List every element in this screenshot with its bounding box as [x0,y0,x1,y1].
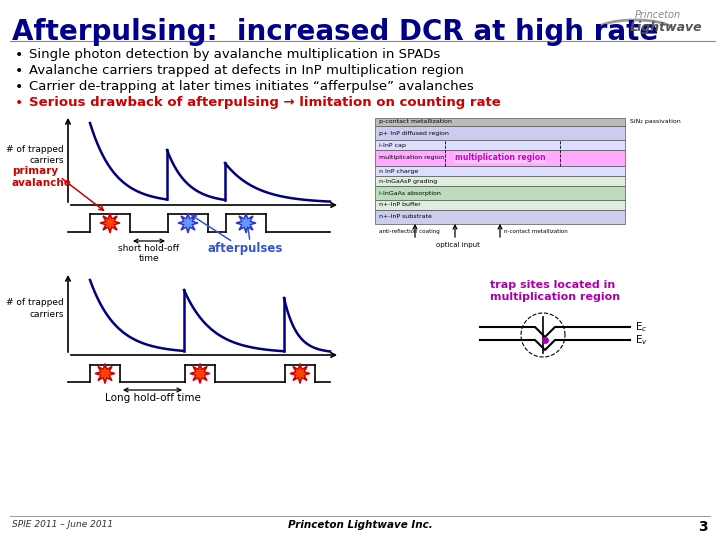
Text: Lightwave: Lightwave [630,21,703,34]
Polygon shape [190,363,210,383]
Text: i-InP cap: i-InP cap [379,143,406,147]
Polygon shape [100,213,120,233]
Bar [375,126,625,140]
Text: n-contact metallization: n-contact metallization [504,229,568,234]
Text: primary
avalanche: primary avalanche [12,166,72,188]
Text: afterpulses: afterpulses [207,242,283,255]
Text: Single photon detection by avalanche multiplication in SPADs: Single photon detection by avalanche mul… [29,48,440,61]
Text: E$_v$: E$_v$ [635,333,648,347]
Polygon shape [236,213,256,233]
Bar [375,166,625,176]
Polygon shape [240,218,251,228]
Polygon shape [194,368,205,379]
Text: n InP charge: n InP charge [379,168,418,173]
Polygon shape [182,218,194,228]
Text: Serious drawback of afterpulsing → limitation on counting rate: Serious drawback of afterpulsing → limit… [29,96,500,109]
Text: trap sites located in
multiplication region: trap sites located in multiplication reg… [490,280,620,302]
Polygon shape [290,363,310,383]
Text: •: • [15,80,23,94]
Text: # of trapped
carriers: # of trapped carriers [6,299,64,319]
Text: optical input: optical input [436,242,480,248]
Text: 3: 3 [698,520,708,534]
Bar [375,176,625,186]
Text: •: • [15,64,23,78]
Text: •: • [15,96,23,110]
Text: # of trapped
carriers: # of trapped carriers [6,145,64,165]
Text: p+ InP diffused region: p+ InP diffused region [379,131,449,136]
Text: anti-reflection coating: anti-reflection coating [379,229,440,234]
Text: Princeton Lightwave Inc.: Princeton Lightwave Inc. [287,520,433,530]
Bar [375,118,625,126]
Text: Avalanche carriers trapped at defects in InP multiplication region: Avalanche carriers trapped at defects in… [29,64,464,77]
Text: n+-InP buffer: n+-InP buffer [379,202,420,207]
Bar [375,186,625,200]
Bar [375,210,625,224]
Text: Princeton: Princeton [635,10,681,20]
Text: •: • [15,48,23,62]
Text: Carrier de-trapping at later times initiates “afferpulse” avalanches: Carrier de-trapping at later times initi… [29,80,474,93]
Bar [375,200,625,210]
Text: p-contact metallization: p-contact metallization [379,119,452,125]
Bar [375,140,625,150]
Text: E$_c$: E$_c$ [635,320,647,334]
Text: Long hold-off time: Long hold-off time [104,393,200,403]
Polygon shape [104,218,115,228]
Text: n+-InP substrate: n+-InP substrate [379,214,432,219]
Polygon shape [294,368,305,379]
Text: SiN₂ passivation: SiN₂ passivation [630,119,680,125]
Text: short hold-off
time: short hold-off time [118,244,179,264]
Text: n-InGaAsP grading: n-InGaAsP grading [379,179,437,184]
Polygon shape [95,363,115,383]
Polygon shape [178,213,198,233]
Text: SPIE 2011 – June 2011: SPIE 2011 – June 2011 [12,520,113,529]
Text: Afterpulsing:  increased DCR at high rate: Afterpulsing: increased DCR at high rate [12,18,658,46]
Text: multiplication region: multiplication region [455,153,545,163]
Polygon shape [99,368,110,379]
Text: multiplication region: multiplication region [379,156,444,160]
Text: i-InGaAs absorption: i-InGaAs absorption [379,191,441,195]
Bar [375,150,625,166]
